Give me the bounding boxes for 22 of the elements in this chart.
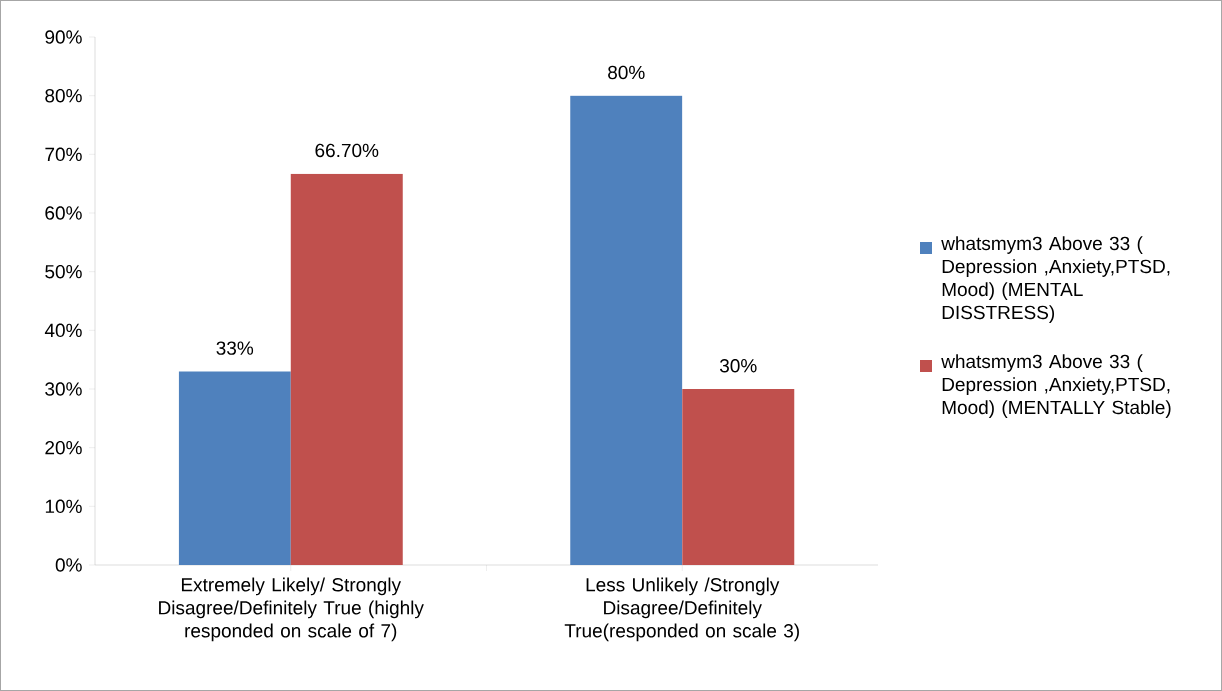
bar [178,371,291,565]
bar [570,95,683,565]
y-tick-label: 90% [45,30,82,44]
y-tick-label: 60% [45,206,82,220]
y-tick-label: 10% [45,499,82,514]
y-tick-label: 70% [45,147,82,162]
data-label: 80% [608,65,645,80]
y-tick-label: 0% [55,558,82,572]
legend-label: whatsmym3 Above 33 ( Depression ,Anxiety,PTSD, Mood) (MENTAL DISSTRESS) [941,236,1170,323]
data-label: 30% [719,359,757,373]
y-tick-label: 30% [45,382,82,396]
data-label: 66.70% [315,143,379,158]
x-tick-label: Less Unlikely /Strongly Disagree/Definitely True(responded on scale 3) [564,577,799,642]
data-label: 33% [216,341,254,355]
y-tick-label: 20% [45,440,82,455]
y-tick-label: 40% [44,323,82,338]
bar [682,389,795,565]
legend-label: whatsmym3 Above 33 ( Depression ,Anxiety,PTSD, Mood) (MENTALLY Stable) [941,354,1171,418]
y-tick-label: 50% [45,264,82,279]
bar [290,173,403,565]
x-tick-label: Extremely Likely/ Strongly Disagree/Definitely True (highly responded on scale of 7) [159,577,424,642]
y-tick-label: 80% [45,88,82,103]
